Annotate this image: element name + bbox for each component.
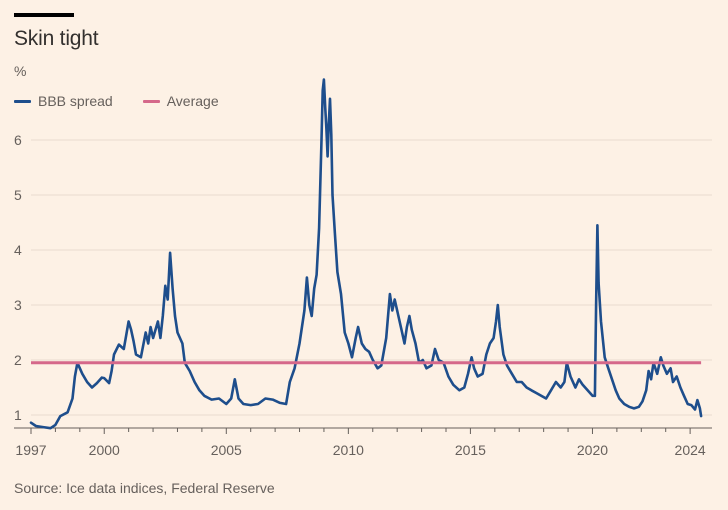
legend-swatch-bbb-spread [14, 99, 31, 103]
legend-label-average: Average [166, 93, 219, 109]
y-axis-unit: % [14, 63, 27, 79]
y-tick-label-1: 1 [14, 407, 22, 423]
x-tick-label-1997: 1997 [15, 442, 46, 458]
line-chart: 1 2 3 4 5 6 1997 2000 2005 2010 2015 2020 2024 [14, 78, 712, 458]
legend-label-bbb-spread: BBB spread [38, 93, 113, 109]
source-note: Source: Ice data indices, Federal Reserv… [14, 480, 275, 496]
legend: BBB spread Average [14, 93, 219, 109]
y-tick-label-4: 4 [14, 242, 22, 258]
y-tick-label-6: 6 [14, 132, 22, 148]
legend-item-average: Average [142, 93, 219, 109]
chart-title: Skin tight [14, 27, 99, 50]
brand-bar [14, 13, 74, 17]
legend-item-bbb-spread: BBB spread [14, 93, 113, 109]
x-tick-label-2000: 2000 [89, 442, 120, 458]
y-tick-label-5: 5 [14, 187, 22, 203]
x-tick-label-2024: 2024 [675, 442, 706, 458]
x-tick-label-2005: 2005 [211, 442, 242, 458]
series-line-bbb-spread [29, 78, 703, 430]
y-tick-label-3: 3 [14, 297, 22, 313]
x-tick-label-2020: 2020 [577, 442, 608, 458]
x-tick-label-2015: 2015 [455, 442, 486, 458]
y-tick-label-2: 2 [14, 352, 22, 368]
legend-swatch-average [142, 99, 160, 103]
x-tick-label-2010: 2010 [333, 442, 364, 458]
